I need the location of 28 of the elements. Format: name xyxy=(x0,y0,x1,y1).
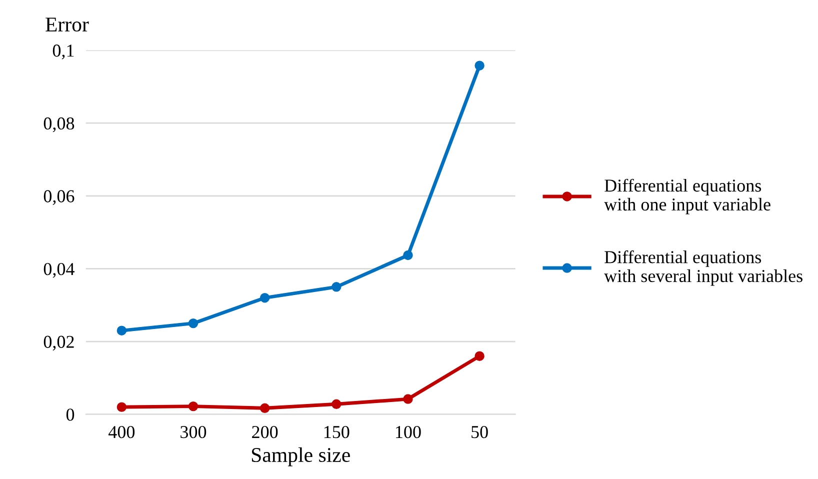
y-tick-label: 0,04 xyxy=(44,262,74,278)
y-axis-title: Error xyxy=(46,18,89,32)
x-tick-label: 50 xyxy=(472,426,488,438)
point xyxy=(403,394,413,404)
point xyxy=(474,351,484,361)
point xyxy=(188,401,198,412)
point xyxy=(260,403,270,414)
y-tick-label: 0,1 xyxy=(52,44,74,60)
x-tick-label: 200 xyxy=(252,426,278,438)
x-tick-label: 150 xyxy=(324,426,350,438)
x-tick-label: 400 xyxy=(108,426,135,438)
point xyxy=(332,282,342,292)
legend-label: Differential equations with several input variables xyxy=(604,250,802,286)
y-tick-label: 0,02 xyxy=(44,336,74,351)
y-tick-label: 0,08 xyxy=(44,117,74,132)
y-tick-label: 0,06 xyxy=(44,190,74,205)
point xyxy=(188,318,198,328)
point xyxy=(474,60,484,70)
point xyxy=(260,292,270,303)
y-tick-label: 0 xyxy=(66,408,74,421)
x-axis-title: Sample size xyxy=(252,447,350,466)
point xyxy=(332,399,342,410)
point xyxy=(403,250,413,260)
x-tick-label: 100 xyxy=(396,426,421,438)
point xyxy=(116,402,127,412)
point xyxy=(116,326,127,336)
legend-label: Differential equations with one input variable xyxy=(604,178,770,214)
x-tick-label: 300 xyxy=(180,426,206,438)
